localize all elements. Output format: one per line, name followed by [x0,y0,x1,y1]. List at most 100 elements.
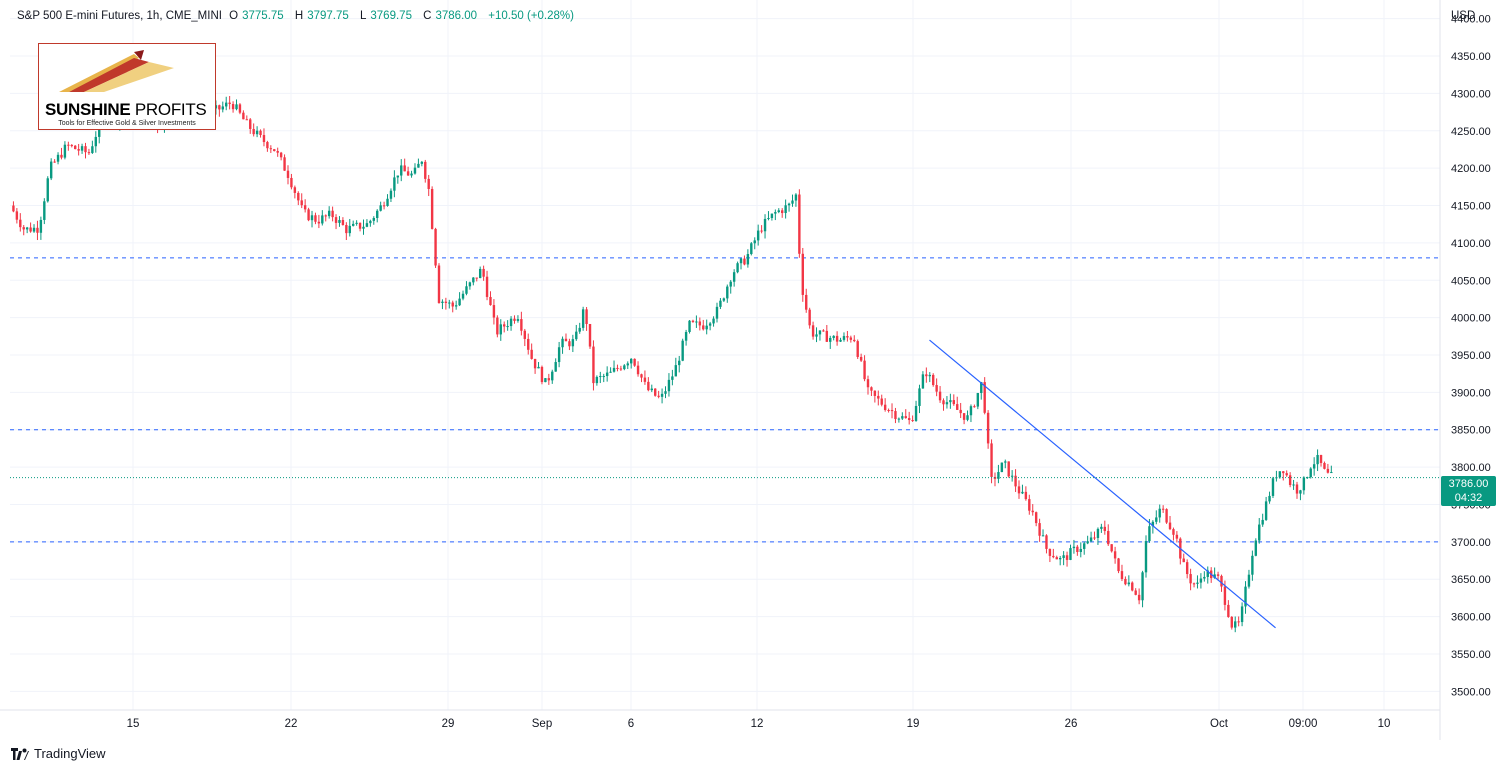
candle-body [331,210,334,218]
symbol-title[interactable]: S&P 500 E-mini Futures, 1h, CME_MINI [17,10,222,22]
y-tick-label: 3850.00 [1451,425,1491,437]
candle-body [1223,586,1227,605]
candle-body [63,144,67,158]
candle-body [444,301,448,303]
candle-body [1038,523,1041,536]
candle-body [87,152,91,154]
currency-label[interactable]: USD [1451,10,1476,22]
candle-body [516,319,520,321]
candle-body [540,366,544,383]
candle-body [273,149,276,152]
y-tick-label: 3950.00 [1451,350,1491,362]
candle-body [489,296,492,306]
candle-body [599,376,602,378]
candle-body [1271,478,1275,496]
candle-body [568,341,571,347]
candle-body [1093,537,1096,539]
candle-body [726,286,729,299]
candle-body [1103,526,1107,531]
candle-body [348,225,351,234]
y-tick-label: 4000.00 [1451,313,1491,325]
candle-body [581,309,585,328]
candle-body [839,339,842,342]
candle-body [561,338,564,348]
candle-body [746,254,750,265]
tradingview-brand[interactable]: TradingView [11,746,106,761]
candle-body [393,177,396,191]
candle-body [986,412,990,444]
y-tick-label: 4200.00 [1451,163,1491,175]
candle-body [1268,495,1271,502]
candle-body [458,298,461,306]
candle-body [640,374,643,378]
candle-body [585,309,588,324]
candle-body [633,358,636,366]
candle-body [1079,548,1082,553]
candle-body [1161,508,1165,510]
candle-body [595,376,599,384]
candle-body [808,309,811,326]
candle-body [1319,454,1323,463]
y-tick-label: 4350.00 [1451,51,1491,63]
candle-body [1258,524,1261,541]
candle-body [324,215,327,217]
candle-body [794,194,798,201]
candle-body [695,321,698,323]
candle-body [1107,530,1110,545]
candle-body [962,413,966,420]
candle-body [702,325,705,330]
candle-body [1189,574,1192,584]
candle-body [557,347,561,363]
candle-body [255,130,259,135]
candle-body [1076,546,1079,553]
trendline[interactable] [929,339,1276,629]
candle-body [1244,586,1247,607]
tradingview-label: TradingView [34,746,106,761]
candle-body [242,112,245,120]
candle-body [719,300,722,307]
y-tick-label: 3600.00 [1451,612,1491,624]
candle-body [1306,477,1309,479]
candle-body [461,293,465,299]
y-tick-label: 3700.00 [1451,537,1491,549]
candle-body [684,331,688,341]
open-key: O [229,10,239,22]
candles [12,96,1333,633]
candle-body [842,336,846,340]
candle-body [732,272,736,282]
candle-body [29,227,32,232]
candle-body [846,336,849,338]
candle-body [626,363,629,366]
candle-body [533,358,537,369]
candle-body [362,226,365,229]
candle-body [647,381,650,391]
candle-body [612,367,616,372]
candle-body [1014,475,1017,487]
candle-body [1282,471,1285,474]
candle-body [739,258,743,264]
candle-body [643,377,647,382]
candle-body [1216,574,1220,576]
candle-body [592,346,595,384]
candle-body [873,390,877,396]
candle-body [1048,548,1052,556]
candle-body [554,362,557,372]
candle-body [218,105,221,110]
candle-body [475,277,478,279]
time-axis[interactable]: 15 22 29 Sep 6 12 19 26 Oct 09:00 10 [127,718,1391,730]
candle-body [283,157,286,171]
candle-body [403,165,406,172]
candle-body [1144,541,1148,573]
x-tick-label: 6 [628,718,634,730]
candle-body [664,391,667,394]
candle-body [1326,468,1330,473]
candle-body [231,104,235,110]
candle-body [1100,526,1103,529]
candle-body [266,142,269,149]
y-tick-label: 3550.00 [1451,649,1491,661]
candle-body [523,330,526,339]
x-tick-label: 12 [751,718,764,730]
candle-body [1155,517,1158,522]
y-tick-label: 3650.00 [1451,574,1491,586]
